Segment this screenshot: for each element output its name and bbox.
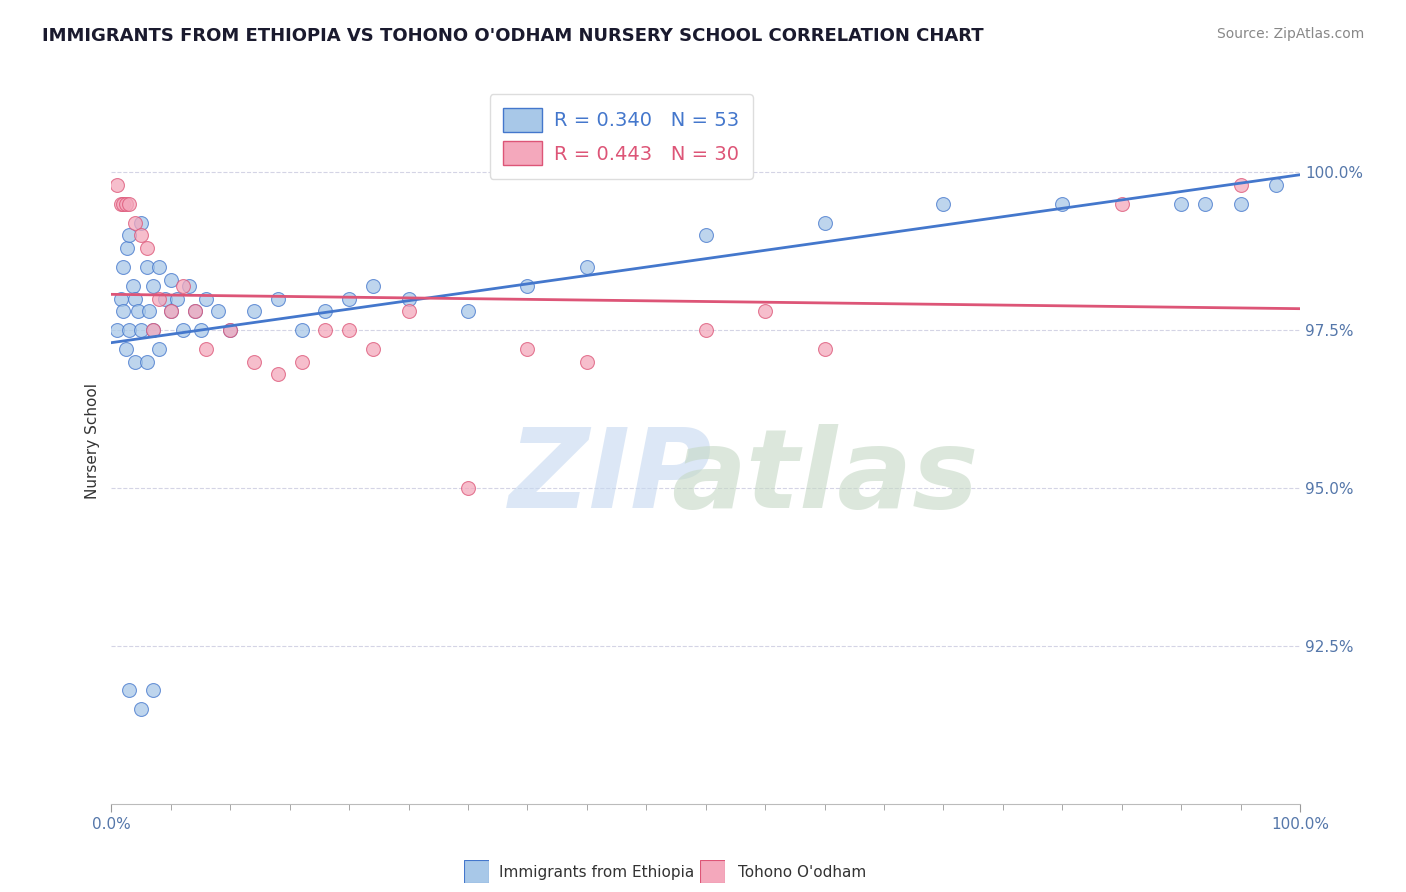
Point [160, 304, 183, 318]
Point [129, 216, 152, 230]
Point [110, 292, 132, 306]
Point [190, 323, 212, 337]
Text: ZIP: ZIP [509, 424, 713, 531]
Point [267, 292, 290, 306]
Point [105, 323, 128, 337]
Point [337, 292, 360, 306]
Point [114, 342, 136, 356]
Point [142, 323, 165, 337]
Point [118, 323, 141, 337]
Point [813, 216, 835, 230]
Point [142, 683, 165, 698]
Point [361, 342, 384, 356]
Point [105, 178, 128, 192]
Point [398, 292, 420, 306]
Point [138, 304, 160, 318]
Point [136, 355, 159, 369]
Point [112, 304, 135, 318]
Point [112, 260, 135, 274]
Point [291, 355, 314, 369]
Point [195, 292, 218, 306]
Point [813, 342, 835, 356]
Text: Tohono O'odham: Tohono O'odham [738, 865, 866, 880]
Point [219, 323, 242, 337]
Point [695, 228, 717, 243]
Point [177, 279, 200, 293]
Point [148, 260, 170, 274]
Point [1229, 197, 1251, 211]
Point [361, 279, 384, 293]
Point [129, 323, 152, 337]
Point [516, 279, 538, 293]
Point [1111, 197, 1133, 211]
Point [457, 481, 479, 495]
Point [172, 279, 194, 293]
Point [398, 304, 420, 318]
Point [516, 342, 538, 356]
Point [142, 323, 165, 337]
Point [219, 323, 242, 337]
Point [243, 304, 266, 318]
Point [160, 273, 183, 287]
Point [1052, 197, 1074, 211]
Point [153, 292, 176, 306]
Point [575, 260, 598, 274]
Point [136, 241, 159, 255]
Point [118, 197, 141, 211]
Point [148, 292, 170, 306]
Point [183, 304, 205, 318]
Point [124, 292, 146, 306]
Point [129, 228, 152, 243]
Point [457, 304, 479, 318]
Point [160, 304, 183, 318]
Point [118, 683, 141, 698]
Point [110, 197, 132, 211]
Point [183, 304, 205, 318]
Y-axis label: Nursery School: Nursery School [86, 383, 100, 499]
Point [243, 355, 266, 369]
Point [207, 304, 229, 318]
Point [1170, 197, 1192, 211]
Point [118, 228, 141, 243]
Point [1265, 178, 1288, 192]
Point [1194, 197, 1216, 211]
Point [1229, 178, 1251, 192]
Point [129, 702, 152, 716]
Point [267, 368, 290, 382]
Point [291, 323, 314, 337]
Point [172, 323, 194, 337]
Point [124, 216, 146, 230]
Point [754, 304, 776, 318]
Point [314, 304, 336, 318]
Legend: R = 0.340   N = 53, R = 0.443   N = 30: R = 0.340 N = 53, R = 0.443 N = 30 [489, 95, 752, 178]
Point [166, 292, 188, 306]
Point [112, 197, 135, 211]
Point [114, 197, 136, 211]
Text: atlas: atlas [671, 424, 979, 531]
Point [115, 241, 138, 255]
Text: Source: ZipAtlas.com: Source: ZipAtlas.com [1216, 27, 1364, 41]
Point [337, 323, 360, 337]
Point [195, 342, 218, 356]
Point [127, 304, 149, 318]
Point [575, 355, 598, 369]
Point [148, 342, 170, 356]
Point [314, 323, 336, 337]
Point [142, 279, 165, 293]
Point [124, 355, 146, 369]
Text: Immigrants from Ethiopia: Immigrants from Ethiopia [499, 865, 695, 880]
Point [932, 197, 955, 211]
Point [136, 260, 159, 274]
Point [695, 323, 717, 337]
Point [121, 279, 143, 293]
Text: IMMIGRANTS FROM ETHIOPIA VS TOHONO O'ODHAM NURSERY SCHOOL CORRELATION CHART: IMMIGRANTS FROM ETHIOPIA VS TOHONO O'ODH… [42, 27, 984, 45]
